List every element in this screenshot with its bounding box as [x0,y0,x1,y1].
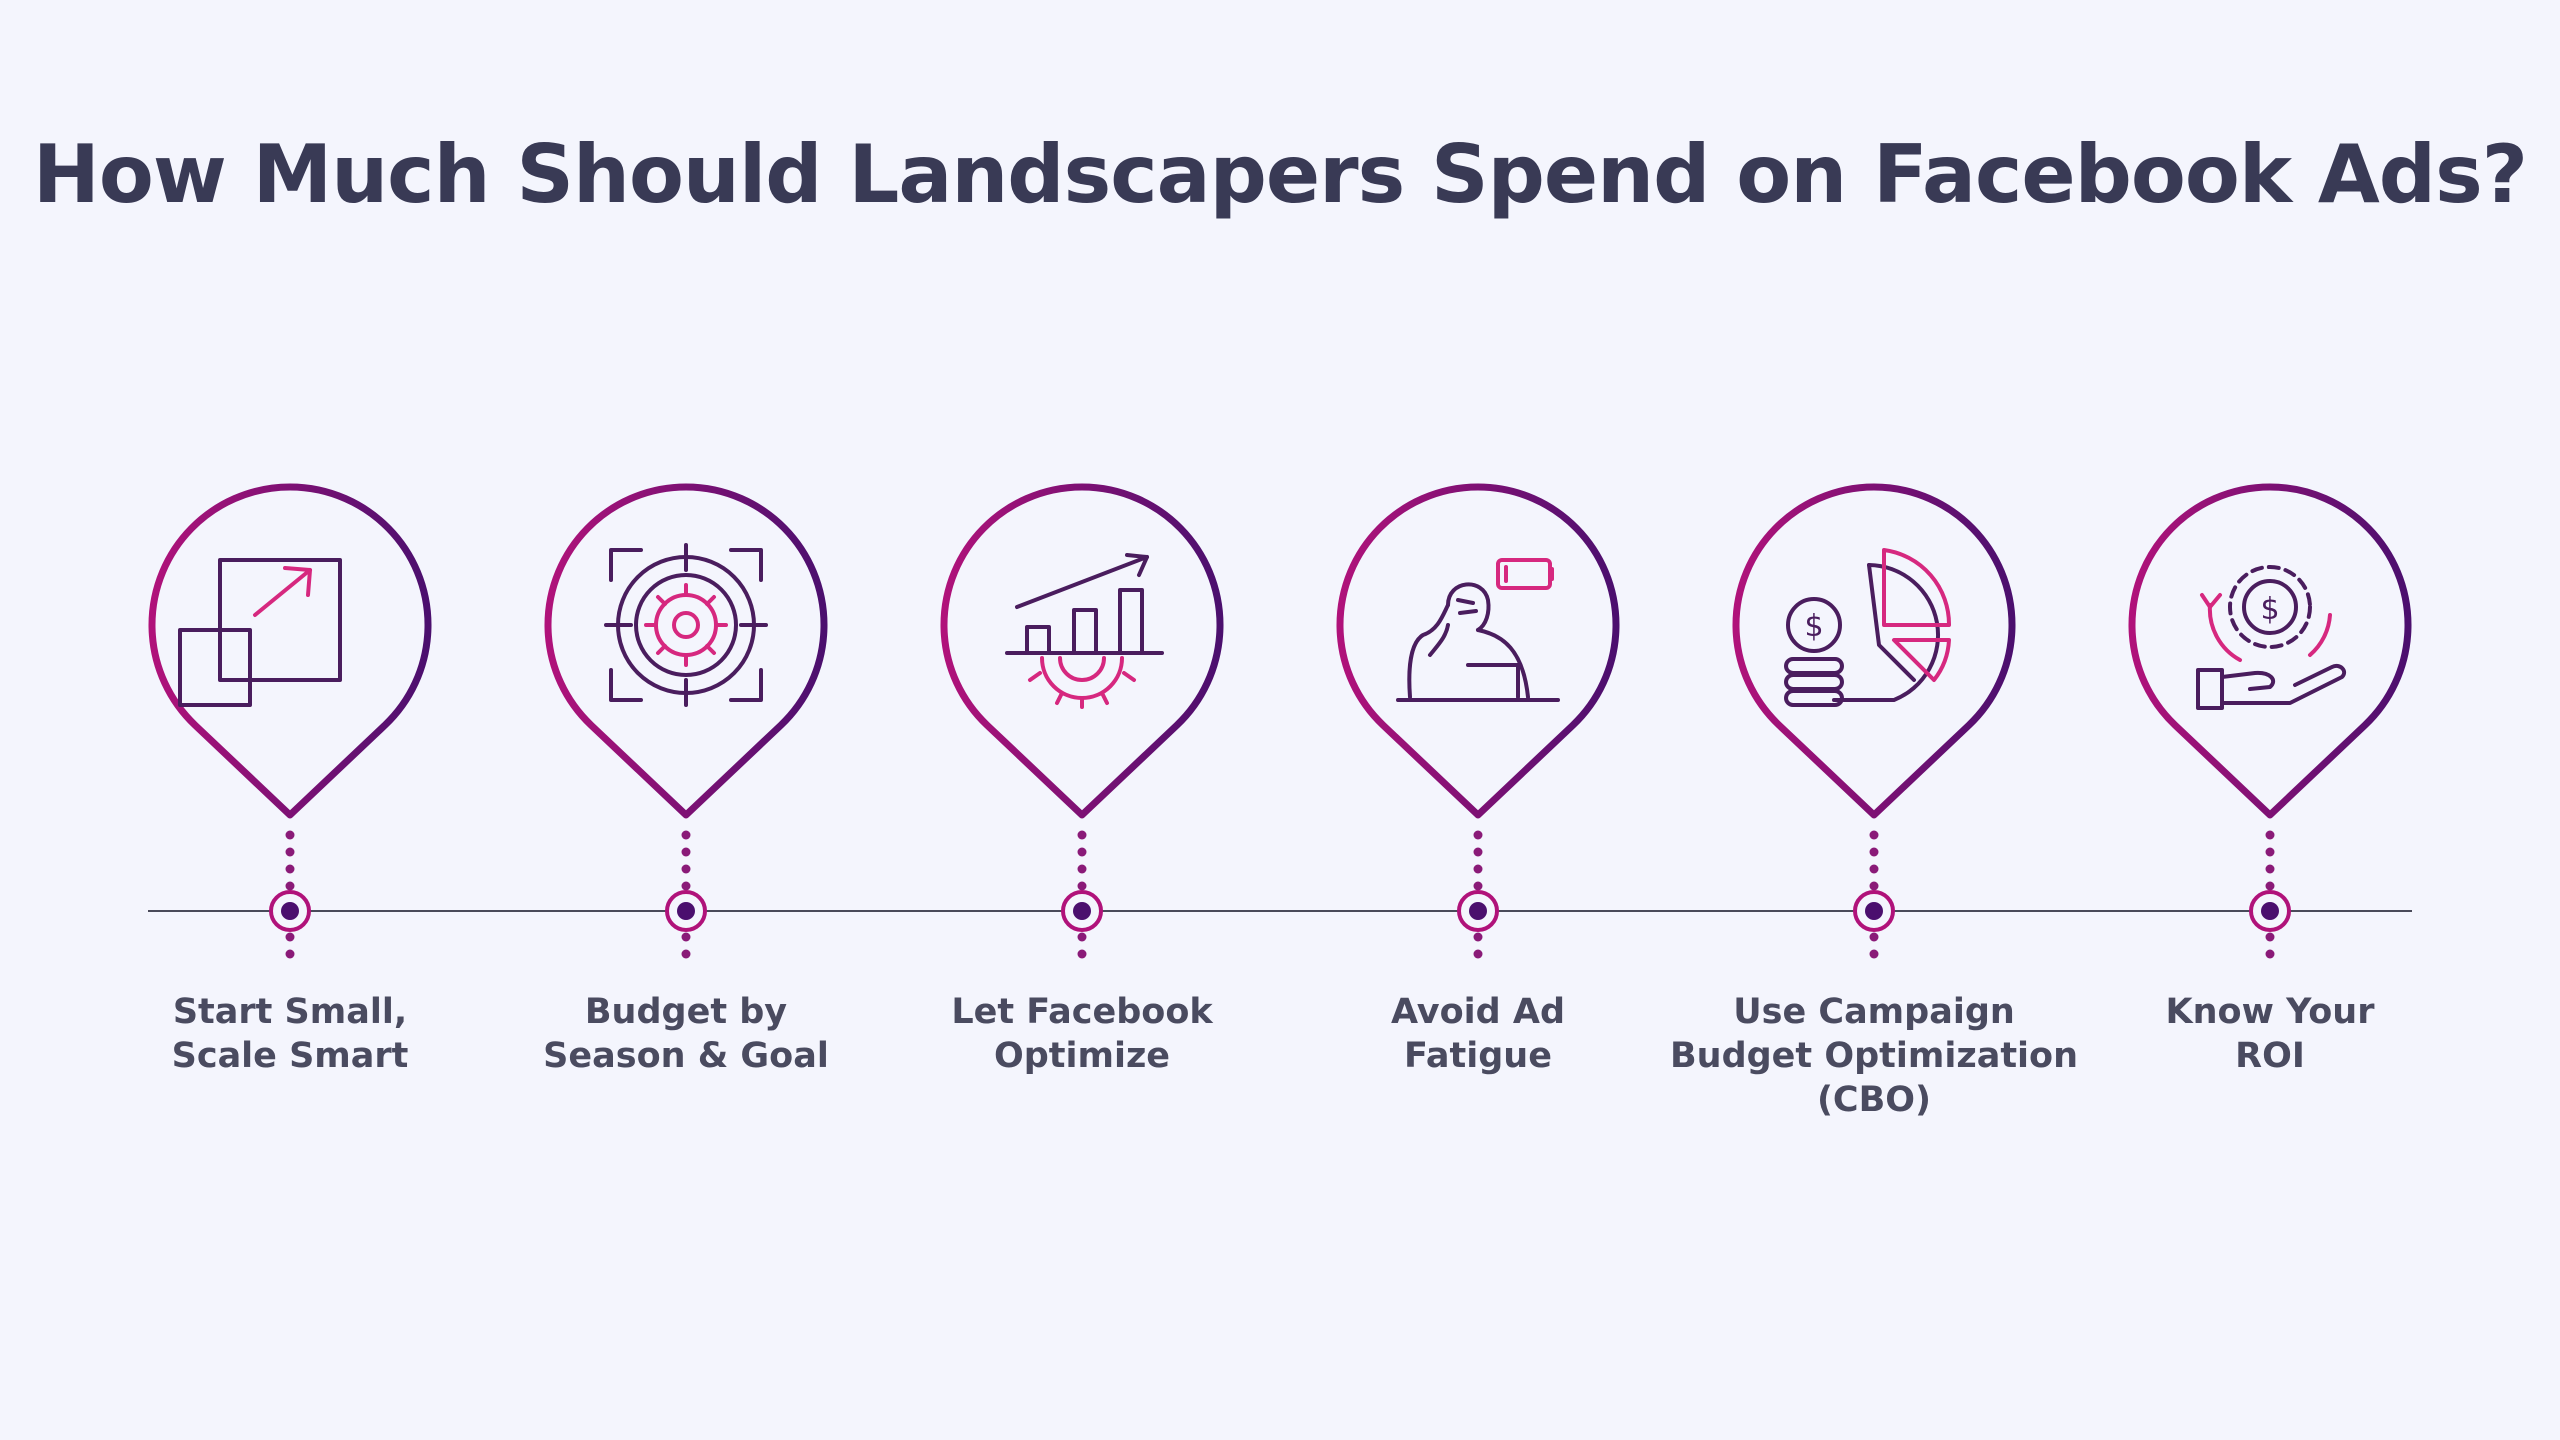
step-label-line: Let Facebook [951,992,1213,1032]
tired-person-low-battery-icon [1396,558,1560,702]
growth-chart-gear-icon [1005,553,1164,709]
scale-up-icon [178,558,342,707]
step-label-line: Fatigue [1404,1036,1552,1076]
location-pin-marker [544,483,828,819]
step-label-3: Let Facebook Optimize [872,990,1292,1078]
timeline-step-6: $ [2128,483,2412,959]
page-title: How Much Should Landscapers Spend on Fac… [32,128,2528,221]
timeline-node [665,890,707,932]
dotted-connector [1869,830,1879,959]
location-pin-marker [148,483,432,819]
step-label-line: Budget by [584,992,788,1032]
timeline-step-1 [148,483,432,959]
svg-text:$: $ [2260,592,2279,627]
timeline-step-4 [1336,483,1620,959]
coins-pie-chart-icon: $ [1784,548,1952,707]
dotted-connector [1077,830,1087,959]
step-label-line: (CBO) [1816,1080,1932,1120]
step-label-line: Start Small, [172,992,408,1032]
svg-text:$: $ [1804,609,1823,644]
hand-money-gear-icon: $ [2196,565,2347,710]
dotted-connector [285,830,295,959]
timeline-node [1457,890,1499,932]
location-pin-marker [1336,483,1620,819]
step-label-line: Optimize [993,1036,1171,1076]
step-label-line: Avoid Ad [1390,992,1566,1032]
step-label-2: Budget by Season & Goal [476,990,896,1078]
timeline-step-5: $ [1732,483,2016,959]
step-label-4: Avoid Ad Fatigue [1268,990,1688,1078]
dotted-connector [681,830,691,959]
step-label-6: Know Your ROI [2060,990,2480,1078]
location-pin-marker [2128,483,2412,819]
step-label-line: Know Your [2165,992,2375,1032]
step-label-line: Budget Optimization [1669,1036,2079,1076]
step-label-5: Use Campaign Budget Optimization (CBO) [1664,990,2084,1122]
step-label-1: Start Small, Scale Smart [80,990,500,1078]
timeline-node [1061,890,1103,932]
timeline-step-3 [940,483,1224,959]
dotted-connector [1473,830,1483,959]
target-gear-icon [604,543,768,707]
step-label-line: ROI [2235,1036,2305,1076]
step-label-line: Season & Goal [543,1036,829,1076]
timeline-step-2 [544,483,828,959]
timeline-node [1853,890,1895,932]
location-pin-marker [1732,483,2016,819]
step-label-line: Use Campaign [1733,992,2015,1032]
timeline-node [2249,890,2291,932]
location-pin-marker [940,483,1224,819]
dotted-connector [2265,830,2275,959]
timeline-node [269,890,311,932]
step-label-line: Scale Smart [171,1036,409,1076]
